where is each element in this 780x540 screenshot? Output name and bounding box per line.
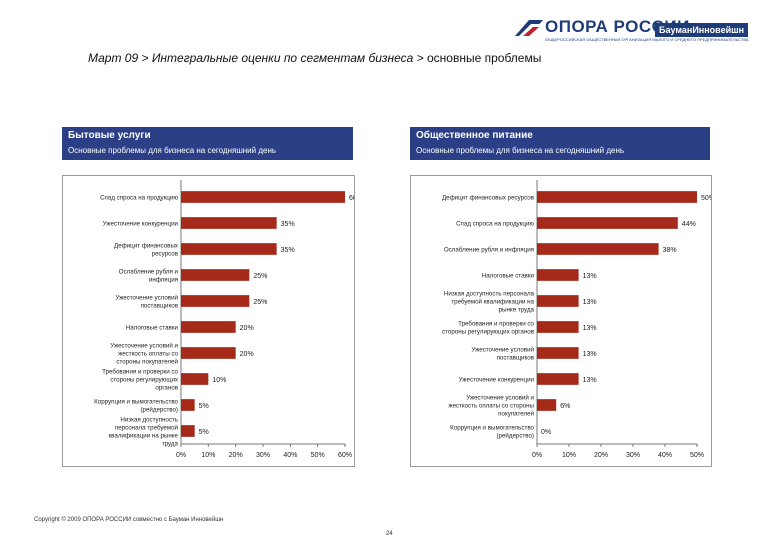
x-tick-label: 10% [201,452,215,459]
x-tick-label: 40% [283,452,297,459]
category-label: Ослабление рубля и инфляция [444,247,534,254]
category-label: Требования и проверки со стороны регулиру… [442,321,535,336]
chart-box-left: 60% Спад спроса на продукцию 35% Ужесточени… [62,175,363,467]
panel-subtitle: Основные проблемы для бизнеса на сегодня… [416,146,625,155]
data-label: 10% [212,377,226,384]
data-label: 25% [253,273,267,280]
bar [181,217,277,229]
data-label: 35% [281,247,295,254]
bar [537,373,579,385]
data-label: 5% [199,403,209,410]
data-label: 0% [541,429,551,436]
chart-catering: 50% Дефицит финансовых ресурсов 44% Спад сп… [442,180,715,459]
logo-subtitle: ОБЩЕРОССИЙСКАЯ ОБЩЕСТВЕННАЯ ОРГАНИЗАЦИЯ … [545,37,749,42]
page-number: 24 [386,531,393,537]
x-tick-label: 50% [311,452,325,459]
data-label: 13% [583,351,597,358]
category-label: Коррупция и вымогательство (рейдерство) [94,399,178,414]
category-label: Низкая доступность персонала требуемой кв… [444,291,535,314]
category-label: Налоговые ставки [126,325,179,332]
x-tick-label: 30% [256,452,270,459]
data-label: 6% [560,403,570,410]
category-label: Ужесточение условий поставщиков [471,347,534,362]
x-tick-label: 30% [626,452,640,459]
bar [537,295,579,307]
partner-badge: БауманИнновейшн [655,23,749,37]
bar [537,269,579,281]
data-label: 13% [583,377,597,384]
category-label: Дефицит финансовых ресурсов [114,243,179,258]
category-label: Ужесточение конкуренции [103,221,179,228]
data-label: 44% [682,221,696,228]
data-label: 50% [701,195,711,202]
panel-header-left: Бытовые услуги Основные проблемы для биз… [62,127,353,160]
category-label: Ужесточение условий и жесткость оплаты со… [448,395,534,418]
chart-household-services: 60% Спад спроса на продукцию 35% Ужесточени… [94,180,363,459]
page-title-topic: основные проблемы [427,51,542,65]
footer-copyright: Copyright © 2009 ОПОРА РОССИИ совместно … [34,517,224,523]
panel-title: Бытовые услуги [68,130,151,141]
bar [181,425,195,437]
category-label: Ослабление рубля и инфляция [119,269,179,284]
data-label: 13% [583,299,597,306]
data-label: 13% [583,273,597,280]
category-label: Ужесточение условий поставщиков [115,295,178,310]
page-title-breadcrumb: Март 09 > Интегральные оценки по сегмент… [88,51,427,65]
bar [181,347,236,359]
category-label: Налоговые ставки [482,273,535,280]
bar [537,399,557,411]
data-label: 60% [349,195,354,202]
data-label: 38% [663,247,677,254]
panel-title: Общественное питание [416,130,533,141]
category-label: Ужесточение конкуренции [459,377,535,384]
category-label: Ужесточение условий и жесткость оплаты со… [110,343,178,366]
x-tick-label: 40% [658,452,672,459]
x-tick-label: 0% [532,452,542,459]
category-label: Требования и проверки со стороны регулиру… [102,369,179,392]
page-title: Март 09 > Интегральные оценки по сегмент… [88,51,541,65]
panel-subtitle: Основные проблемы для бизнеса на сегодня… [68,146,277,155]
bar [537,321,579,333]
x-tick-label: 0% [176,452,186,459]
data-label: 20% [240,351,254,358]
opora-logo-icon [515,20,543,36]
x-tick-label: 50% [690,452,704,459]
data-label: 35% [281,221,295,228]
data-label: 25% [253,299,267,306]
x-tick-label: 10% [562,452,576,459]
data-label: 20% [240,325,254,332]
category-label: Спад спроса на продукцию [456,221,534,228]
category-label: Низкая доступность персонала требуемой ква… [108,417,178,448]
bar [181,295,250,307]
bar [181,191,345,203]
bar [181,269,250,281]
bar [181,321,236,333]
chart-box-right: 50% Дефицит финансовых ресурсов 44% Спад сп… [410,175,715,467]
bar [181,399,195,411]
category-label: Коррупция и вымогательство (рейдерство) [450,425,534,440]
panel-header-right: Общественное питание Основные проблемы д… [410,127,710,160]
data-label: 5% [199,429,209,436]
bar [537,347,579,359]
bar [537,243,659,255]
x-tick-label: 60% [338,452,352,459]
category-label: Спад спроса на продукцию [100,195,178,202]
x-tick-label: 20% [594,452,608,459]
logo-name: ОПОРА РОССИИ [545,17,690,36]
bar [181,373,209,385]
bar [537,217,678,229]
bar [181,243,277,255]
x-tick-label: 20% [229,452,243,459]
data-label: 13% [583,325,597,332]
category-label: Дефицит финансовых ресурсов [442,195,535,202]
bar [537,191,697,203]
